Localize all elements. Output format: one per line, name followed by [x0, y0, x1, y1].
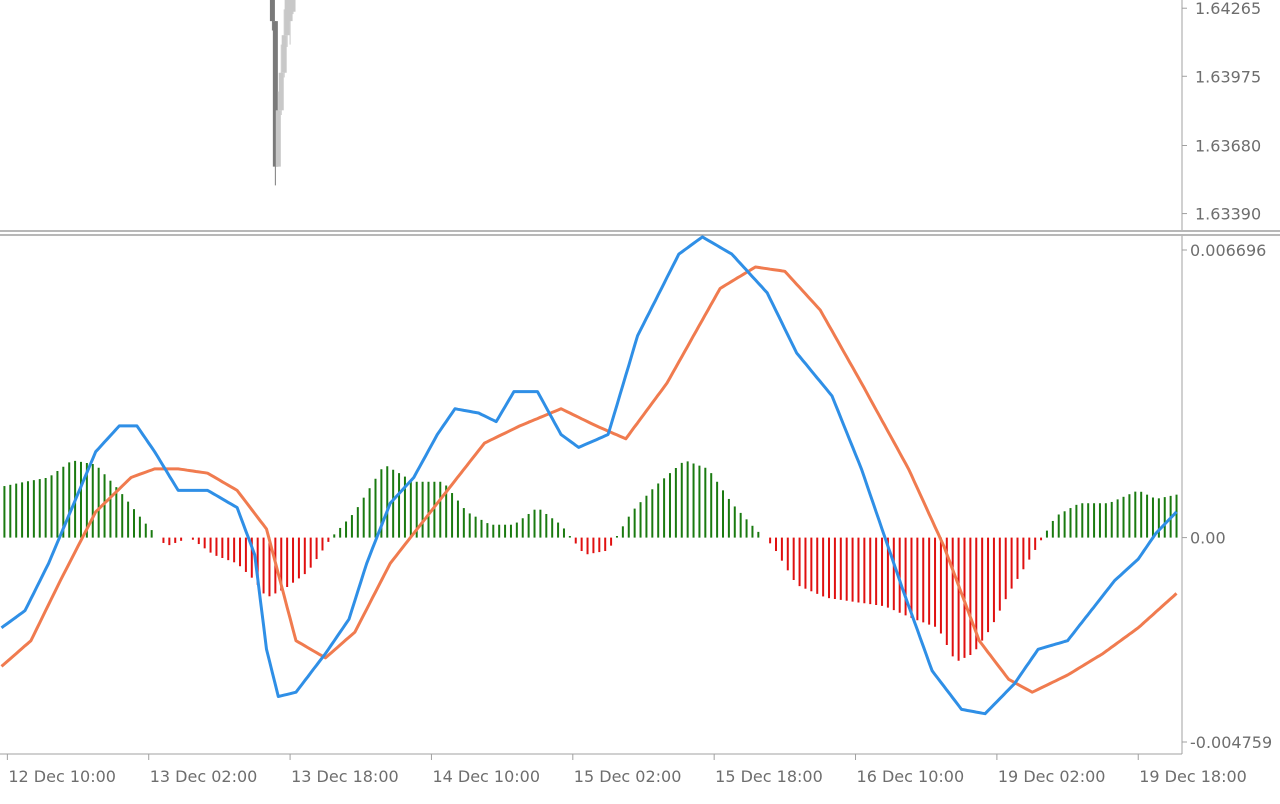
time-tick-label: 19 Dec 18:00: [1139, 767, 1247, 786]
candle-body: [269, 0, 275, 22]
candle-body: [272, 21, 278, 167]
price-tick-label: 1.63680: [1195, 137, 1261, 156]
candle-body: [278, 72, 284, 111]
time-tick-label: 16 Dec 10:00: [857, 767, 965, 786]
macd-tick-label: 0.006696: [1190, 241, 1266, 260]
time-tick-label: 19 Dec 02:00: [998, 767, 1106, 786]
price-panel: 1.64265 1.63975 1.63680 1.63390: [0, 0, 1280, 236]
macd-tick-label: 0.00: [1190, 529, 1226, 548]
candle-body: [287, 0, 293, 22]
candle-body: [281, 35, 287, 73]
time-tick-label: 13 Dec 02:00: [150, 767, 258, 786]
candle-body: [290, 0, 296, 12]
time-tick-label: 13 Dec 18:00: [291, 767, 399, 786]
time-tick-label: 15 Dec 02:00: [574, 767, 682, 786]
time-tick-label: 15 Dec 18:00: [715, 767, 823, 786]
time-axis: 12 Dec 10:00 13 Dec 02:00 13 Dec 18:00 14 D…: [0, 753, 1247, 786]
time-tick-label: 14 Dec 10:00: [432, 767, 540, 786]
signal-line: [0, 265, 1178, 694]
price-tick-label: 1.64265: [1195, 0, 1261, 18]
time-tick-label: 12 Dec 10:00: [8, 767, 116, 786]
macd-tick-label: -0.004759: [1190, 733, 1272, 752]
price-tick-label: 1.63975: [1195, 67, 1261, 86]
price-tick-label: 1.63390: [1195, 205, 1261, 224]
macd-line: [0, 235, 1178, 716]
panel-gap: [0, 230, 1280, 234]
candle-body: [275, 110, 281, 167]
candle-body: [284, 0, 290, 36]
macd-panel: 0.006696 0.00 -0.004759: [0, 235, 1272, 754]
